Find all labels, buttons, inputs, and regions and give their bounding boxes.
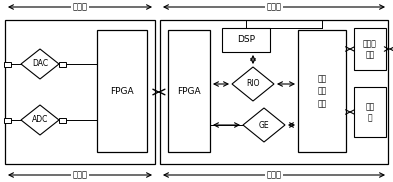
Text: ADC: ADC (32, 116, 48, 124)
Text: 硬件化: 硬件化 (72, 3, 88, 11)
Text: GE: GE (259, 120, 269, 130)
Text: 软件化: 软件化 (266, 3, 281, 11)
Text: 嵌入
式处
理器: 嵌入 式处 理器 (318, 74, 327, 108)
Bar (4, 118, 11, 122)
Text: 以太网
接口: 以太网 接口 (363, 39, 377, 59)
Text: DSP: DSP (237, 35, 255, 45)
Text: FPGA: FPGA (177, 86, 201, 96)
Bar (168, 30, 210, 152)
Polygon shape (21, 105, 59, 135)
Bar (4, 62, 11, 66)
Bar (222, 28, 270, 52)
Bar (160, 20, 388, 164)
Polygon shape (232, 67, 274, 101)
Bar (298, 30, 346, 152)
Text: 模拟化: 模拟化 (72, 171, 88, 179)
Bar (354, 28, 386, 70)
Bar (59, 118, 66, 122)
Bar (5, 20, 155, 164)
Polygon shape (243, 108, 285, 142)
Text: 计算
机: 计算 机 (365, 102, 375, 122)
Polygon shape (21, 49, 59, 79)
Bar (354, 87, 386, 137)
Text: DAC: DAC (32, 60, 48, 68)
Bar (97, 30, 147, 152)
Bar (59, 62, 66, 66)
Text: 数字化: 数字化 (266, 171, 281, 179)
Text: RIO: RIO (246, 80, 260, 88)
Text: FPGA: FPGA (110, 86, 134, 96)
